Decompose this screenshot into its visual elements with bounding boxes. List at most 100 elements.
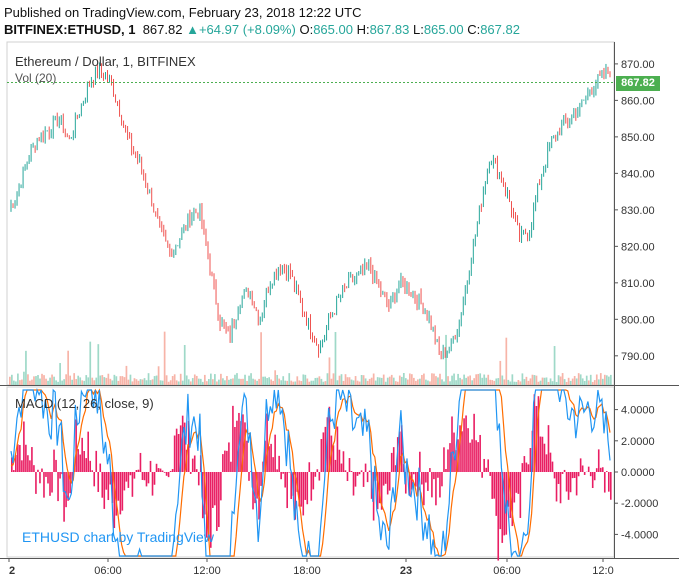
volume-bar: [143, 378, 146, 385]
macd-histogram-bar: [521, 463, 524, 472]
macd-histogram-bar: [298, 472, 301, 507]
macd-histogram-bar: [519, 472, 522, 518]
macd-histogram-bar: [507, 472, 510, 507]
macd-histogram-bar: [575, 472, 578, 496]
price-pane-title: Ethereum / Dollar, 1, BITFINEX: [15, 54, 196, 69]
volume-bar: [392, 377, 395, 385]
macd-histogram-bar: [133, 472, 136, 479]
watermark[interactable]: ETHUSD chart by TradingView: [22, 529, 214, 545]
volume-bar: [264, 376, 266, 385]
volume-bar: [149, 380, 152, 385]
macd-histogram-bar: [244, 422, 246, 472]
volume-bar: [11, 374, 13, 385]
macd-histogram-bar: [501, 472, 504, 543]
volume-bar: [266, 378, 268, 385]
volume-bar: [591, 381, 594, 385]
volume-bar: [501, 375, 504, 385]
macd-histogram-bar: [517, 472, 520, 494]
macd-histogram-bar: [232, 405, 234, 472]
macd-tick-label: 4.0000: [621, 405, 655, 417]
macd-histogram-bar: [408, 472, 411, 496]
volume-bar: [352, 380, 355, 385]
macd-histogram-bar: [475, 440, 477, 472]
volume-bar: [485, 377, 488, 385]
volume-bar: [29, 380, 31, 385]
volume-bar: [565, 381, 568, 385]
volume-bar: [607, 376, 610, 385]
macd-histogram-bar: [356, 472, 359, 476]
macd-histogram-bar: [193, 455, 196, 472]
volume-bar: [151, 379, 154, 385]
macd-histogram-bar: [557, 472, 560, 484]
macd-histogram-bar: [71, 472, 73, 484]
macd-histogram-bar: [85, 458, 87, 472]
macd-histogram-bar: [388, 472, 391, 491]
macd-histogram-bar: [465, 415, 467, 472]
volume-bar: [589, 374, 592, 385]
macd-histogram-bar: [149, 460, 152, 472]
macd-histogram-bar: [400, 425, 403, 472]
volume-bar: [493, 380, 496, 385]
macd-histogram-bar: [310, 472, 313, 501]
macd-histogram-bar: [340, 463, 343, 472]
macd-histogram-bar: [31, 447, 33, 472]
volume-bar: [15, 381, 17, 385]
volume-bar: [549, 378, 552, 385]
macd-histogram-bar: [441, 472, 443, 487]
volume-bar: [441, 379, 443, 385]
macd-histogram-bar: [131, 472, 134, 497]
macd-histogram-bar: [201, 472, 204, 519]
volume-bar: [9, 376, 11, 385]
macd-histogram-bar: [43, 472, 45, 498]
volume-bar: [408, 373, 411, 385]
macd-histogram-bar: [577, 472, 580, 477]
price-tick-label: 870.00: [621, 59, 655, 71]
volume-bar: [51, 374, 53, 385]
macd-histogram-bar: [284, 472, 286, 488]
macd-histogram-bar: [567, 472, 570, 500]
volume-bar: [135, 379, 138, 385]
volume-bar: [306, 378, 309, 385]
volume-bar: [39, 378, 41, 385]
price-tick-label: 800.00: [621, 314, 655, 326]
change-arrow-icon: ▲: [186, 22, 199, 37]
volume-bar: [435, 376, 437, 385]
macd-histogram-bar: [218, 472, 220, 528]
volume-bar: [326, 373, 329, 385]
volume-bar: [545, 377, 548, 385]
volume-bar: [380, 377, 383, 385]
volume-bar: [296, 376, 299, 385]
macd-histogram-bar: [601, 467, 604, 472]
volume-bar: [531, 374, 534, 385]
volume-bar: [463, 374, 465, 385]
volume-bar: [402, 373, 405, 385]
volume-bar: [276, 374, 279, 385]
volume-bar: [457, 373, 459, 385]
macd-histogram-bar: [105, 472, 108, 490]
macd-histogram-bar: [447, 449, 449, 472]
volume-bar: [437, 377, 439, 385]
macd-histogram-bar: [344, 470, 347, 472]
volume-bar: [205, 381, 208, 385]
volume-bar: [362, 375, 365, 385]
volume-bar: [119, 376, 122, 385]
volume-bar: [163, 331, 166, 385]
volume-bar: [97, 344, 100, 385]
volume-bar: [218, 379, 220, 385]
price-tick-label: 790.00: [621, 351, 655, 363]
current-price-tag: 867.82: [616, 76, 660, 91]
volume-bar: [575, 378, 578, 385]
volume-bar: [87, 377, 90, 385]
volume-bar: [368, 378, 371, 385]
volume-bar: [155, 375, 158, 385]
macd-histogram-bar: [61, 472, 63, 475]
volume-bar: [145, 380, 148, 385]
volume-bar: [388, 376, 391, 385]
macd-histogram-bar: [589, 472, 592, 477]
volume-bar: [489, 379, 492, 385]
macd-histogram-bar: [69, 472, 71, 494]
volume-bar: [603, 374, 606, 385]
volume-bar: [503, 379, 506, 385]
macd-histogram-bar: [207, 472, 210, 541]
